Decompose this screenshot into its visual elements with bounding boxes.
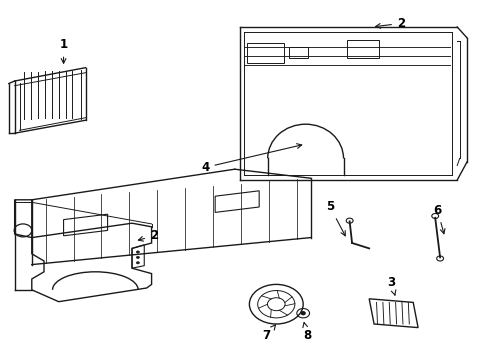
Text: 7: 7: [262, 325, 275, 342]
Text: 6: 6: [433, 204, 444, 234]
Bar: [288, 47, 307, 58]
Circle shape: [136, 262, 139, 264]
Text: 2: 2: [138, 229, 158, 242]
Text: 2: 2: [375, 17, 404, 30]
Text: 5: 5: [325, 201, 345, 236]
Text: 3: 3: [386, 276, 395, 295]
Circle shape: [136, 251, 139, 253]
Text: 1: 1: [60, 39, 67, 63]
Circle shape: [136, 256, 139, 258]
Text: 8: 8: [302, 323, 310, 342]
Bar: [346, 40, 378, 58]
Text: 4: 4: [201, 144, 301, 174]
Circle shape: [301, 312, 305, 315]
